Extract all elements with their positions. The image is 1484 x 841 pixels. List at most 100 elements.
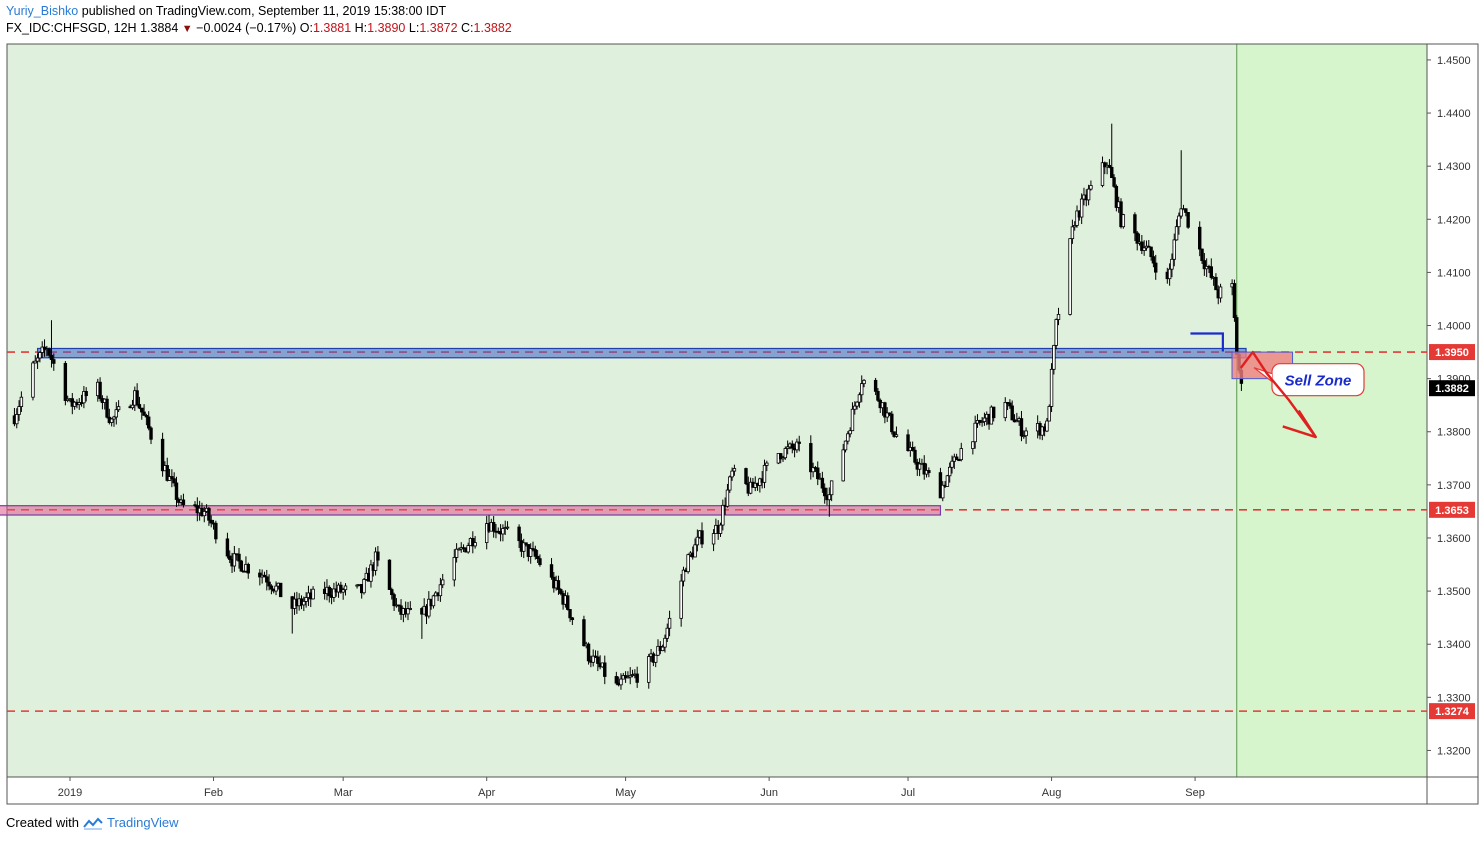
candle-body: [628, 675, 632, 678]
close-value: 1.3882: [473, 21, 512, 35]
candle-body: [147, 416, 151, 429]
candle-body: [137, 404, 142, 409]
candle-body: [906, 434, 910, 452]
candles: [12, 123, 1244, 690]
candle-body: [603, 662, 607, 677]
candle-body: [1047, 406, 1051, 422]
candle-body: [160, 438, 165, 472]
candle-body: [130, 404, 135, 409]
candle-body: [917, 463, 922, 470]
candle-body: [35, 357, 40, 362]
x-tick-label: Sep: [1185, 787, 1205, 799]
x-tick-label: Mar: [334, 787, 353, 799]
candle-body: [207, 507, 211, 521]
candle-body: [1070, 226, 1075, 240]
candle-body: [225, 538, 230, 557]
candle-body: [1056, 314, 1061, 320]
candle-body: [913, 449, 917, 463]
candle-body: [17, 406, 21, 415]
candle-body: [1142, 247, 1146, 251]
tradingview-brand[interactable]: TradingView: [106, 815, 179, 830]
candle-body: [1107, 164, 1112, 168]
candle-body: [1022, 435, 1026, 438]
support-zone: [0, 505, 942, 516]
level-price-label: 1.3950: [1435, 347, 1469, 359]
candle-body: [397, 604, 401, 607]
candle-body: [1045, 420, 1049, 432]
candle-body: [765, 462, 769, 466]
candle-body: [278, 582, 283, 598]
candle-body: [533, 549, 538, 557]
x-tick-label: May: [615, 787, 636, 799]
low-value: 1.3872: [419, 21, 458, 35]
open-value: 1.3881: [312, 21, 352, 35]
y-tick-label: 1.4000: [1437, 321, 1471, 333]
x-tick-label: Aug: [1042, 787, 1062, 799]
candle-body: [142, 411, 146, 416]
candle-body: [52, 359, 56, 364]
candle-body: [855, 401, 859, 407]
forecast-arrowhead: [1282, 409, 1317, 439]
candle-body: [491, 522, 496, 532]
candle-body: [883, 402, 887, 418]
candle-body: [711, 533, 716, 545]
candle-body: [339, 584, 343, 593]
candle-body: [596, 656, 600, 664]
candle-body: [531, 548, 535, 551]
candle-body: [862, 379, 866, 385]
candle-body: [1235, 317, 1239, 355]
candle-body: [31, 362, 35, 398]
candle-body: [971, 441, 975, 449]
candle-body: [873, 379, 878, 392]
candle-body: [237, 553, 241, 562]
candle-body: [538, 558, 542, 566]
candle-body: [1110, 166, 1114, 178]
chart-header-line2: FX_IDC:CHFSGD, 12H 1.3884 ▼ −0.0024 (−0.…: [6, 21, 512, 35]
candle-body: [269, 585, 274, 590]
candle-body: [1133, 214, 1137, 234]
candle-body: [693, 544, 697, 558]
candle-body: [653, 654, 658, 663]
candle-body: [948, 466, 952, 477]
candle-body: [725, 489, 730, 507]
candle-body: [1052, 345, 1056, 370]
candle-body: [797, 441, 801, 444]
candle-body: [779, 453, 783, 460]
y-tick-label: 1.3500: [1437, 586, 1471, 598]
candle-body: [105, 398, 109, 418]
candle-body: [566, 595, 570, 610]
candle-body: [762, 464, 767, 483]
candle-body: [149, 427, 153, 440]
chart-frame: [6, 43, 1479, 805]
resistance-zone: [36, 347, 1247, 359]
candle-body: [165, 465, 169, 481]
candle-body: [1073, 225, 1077, 228]
candle-body: [892, 431, 896, 437]
candle-body: [556, 580, 561, 590]
candle-body: [82, 391, 86, 404]
candle-body: [202, 511, 206, 517]
candle-body: [922, 462, 926, 475]
author-link[interactable]: Yuriy_Bishko: [6, 4, 79, 18]
candle-body: [408, 608, 413, 610]
candle-body: [744, 468, 748, 485]
candle-body: [1170, 258, 1174, 270]
candle-body: [635, 673, 639, 683]
candle-body: [505, 526, 510, 529]
candle-body: [193, 504, 197, 507]
candle-body: [524, 542, 528, 545]
low-label: L:: [408, 21, 420, 35]
candle-body: [1198, 226, 1202, 250]
y-tick-label: 1.4100: [1437, 267, 1471, 279]
candle-body: [1172, 239, 1176, 260]
candle-body: [941, 484, 945, 499]
candle-body: [1184, 208, 1188, 213]
candle-body: [42, 346, 47, 350]
level-price-label: 1.3274: [1435, 706, 1470, 718]
candle-body: [1119, 201, 1123, 228]
candle-body: [228, 555, 232, 560]
candle-body: [135, 390, 139, 405]
candle-body: [614, 676, 619, 684]
candle-body: [262, 574, 267, 578]
